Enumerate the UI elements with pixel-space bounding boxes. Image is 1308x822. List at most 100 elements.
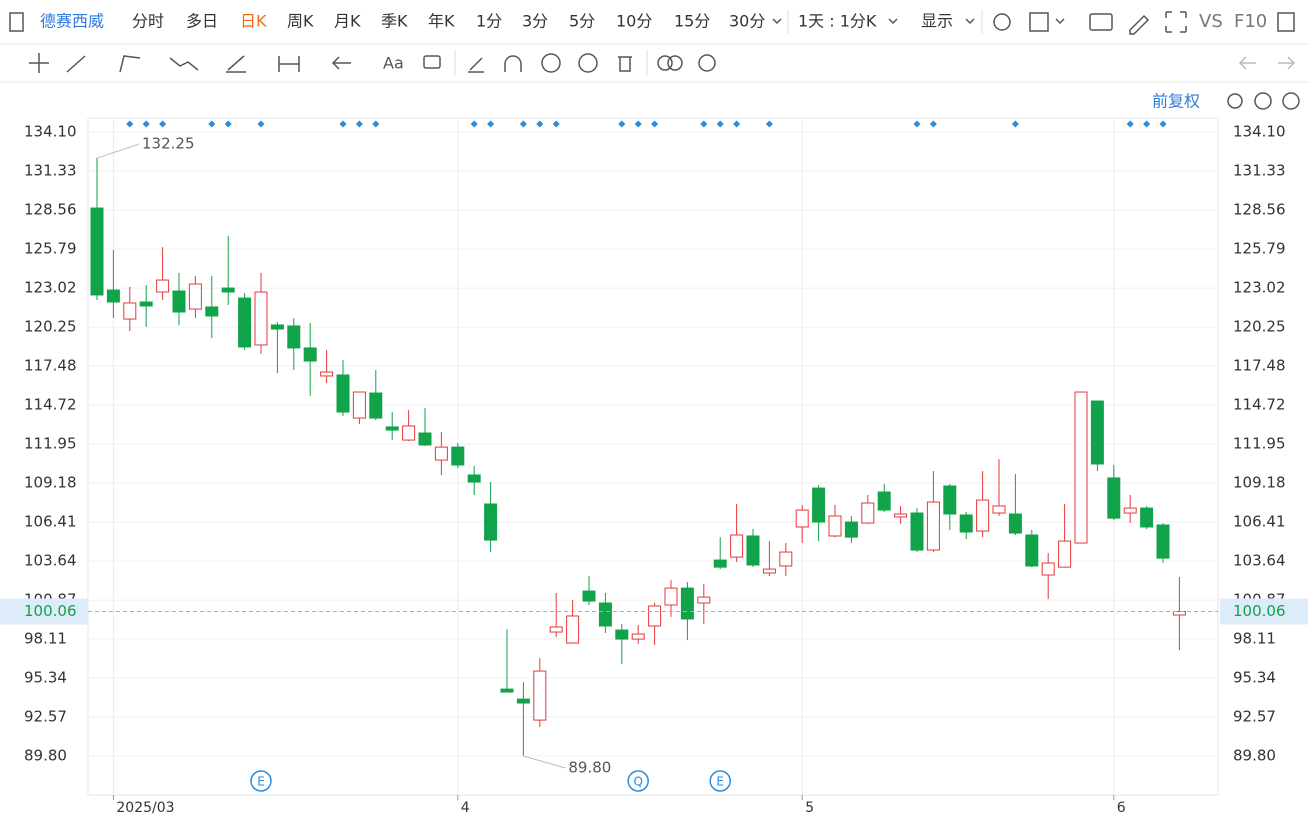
f10-button[interactable]: F10: [1234, 11, 1267, 32]
camera-icon[interactable]: [1089, 13, 1113, 31]
last-price-box: [1220, 598, 1308, 625]
candle-body: [467, 474, 481, 483]
event-marker: [1126, 120, 1134, 128]
candle-body: [418, 432, 432, 446]
fib-tool[interactable]: [226, 55, 246, 73]
magnet-tool[interactable]: [504, 55, 522, 72]
zoom-in[interactable]: [1282, 92, 1300, 110]
vs-button[interactable]: VS: [1199, 11, 1223, 32]
period-tab[interactable]: 季K: [381, 12, 408, 31]
period-tabs: 分时 多日 日K 周K 月K 季K 年K 1分 3分 5分 10分 15分 30分: [132, 12, 765, 31]
period-tab[interactable]: 30分: [729, 12, 765, 31]
draw-tool[interactable]: [468, 57, 484, 73]
period-tab[interactable]: 月K: [334, 12, 361, 31]
stock-name[interactable]: 德赛西威: [40, 12, 104, 31]
move-tool[interactable]: [29, 53, 49, 73]
event-marker: [733, 120, 741, 128]
event-marker: [372, 120, 380, 128]
event-icon[interactable]: [627, 770, 649, 792]
y-tick-label-right: 128.56: [1233, 201, 1286, 219]
lock-tool[interactable]: [541, 53, 561, 73]
y-tick-label: 117.48: [24, 357, 77, 375]
candle-body: [713, 559, 727, 568]
period-tab[interactable]: 3分: [522, 12, 548, 31]
y-tick-label: 125.79: [24, 240, 77, 258]
candle-body: [582, 590, 596, 602]
range-select[interactable]: 1天 : 1分K: [798, 12, 877, 31]
event-marker: [142, 120, 150, 128]
zoom-out[interactable]: [1254, 92, 1272, 110]
x-tick-label: 5: [805, 800, 814, 816]
y-tick-label-right: 98.11: [1233, 629, 1276, 647]
line-tool[interactable]: [66, 55, 86, 73]
candle-body: [188, 283, 202, 310]
candle-body: [336, 374, 350, 413]
delete-tool[interactable]: [618, 56, 632, 72]
candle-body: [1123, 507, 1137, 514]
hide-tool[interactable]: [578, 53, 598, 73]
settings-icon[interactable]: [993, 13, 1011, 31]
adjust-select[interactable]: 前复权: [1152, 92, 1200, 111]
fullscreen-icon[interactable]: [1165, 11, 1187, 33]
period-tab[interactable]: 分时: [132, 12, 164, 31]
event-marker: [126, 120, 134, 128]
candle-body: [779, 551, 793, 567]
arrow-tool[interactable]: [331, 56, 351, 70]
text-tool[interactable]: Aa: [383, 54, 404, 73]
event-icon[interactable]: [709, 770, 731, 792]
layout-icon[interactable]: [1029, 12, 1049, 32]
reset-icon[interactable]: [1227, 93, 1243, 109]
candle-body: [943, 485, 957, 515]
candle-body: [1107, 477, 1121, 519]
last-price-box: [0, 598, 88, 625]
panel-toggle[interactable]: [1277, 12, 1295, 32]
wave-tool[interactable]: [169, 57, 199, 71]
channel-tool[interactable]: [119, 55, 141, 73]
period-tab[interactable]: 10分: [616, 12, 652, 31]
period-tab[interactable]: 多日: [186, 12, 218, 31]
event-icon[interactable]: [250, 770, 272, 792]
undo[interactable]: [1238, 56, 1256, 70]
measure-tool[interactable]: [278, 56, 300, 72]
y-tick-label: 109.18: [24, 474, 77, 492]
event-marker: [618, 120, 626, 128]
pen-icon[interactable]: [1129, 14, 1150, 35]
event-marker: [536, 120, 544, 128]
compare-tool[interactable]: [657, 55, 673, 71]
candle-body: [1008, 513, 1022, 534]
y-tick-label-right: 109.18: [1233, 474, 1286, 492]
candle-body: [566, 615, 580, 644]
event-marker: [1011, 120, 1019, 128]
period-tab[interactable]: 年K: [428, 12, 455, 31]
period-tab[interactable]: 日K: [240, 12, 267, 31]
candle-body: [894, 513, 908, 518]
candle-body: [1041, 562, 1055, 576]
high-label: 132.25: [142, 135, 195, 153]
candle-body: [648, 605, 662, 627]
x-tick-label: 2025/03: [116, 800, 174, 816]
event-marker: [552, 120, 560, 128]
redo[interactable]: [1278, 56, 1296, 70]
y-tick-label: 92.57: [24, 707, 67, 725]
period-tab[interactable]: 周K: [287, 12, 314, 31]
candle-body: [303, 347, 317, 362]
candle-body: [106, 289, 120, 303]
candle-body: [287, 325, 301, 349]
period-tab[interactable]: 1分: [476, 12, 502, 31]
period-tab[interactable]: 15分: [674, 12, 710, 31]
settings-tool[interactable]: [698, 54, 716, 72]
plot-frame: [87, 117, 1219, 796]
last-price-label-right: 100.06: [1233, 602, 1286, 620]
candle-body: [976, 499, 990, 532]
period-tab[interactable]: 5分: [569, 12, 595, 31]
event-marker: [487, 120, 495, 128]
sidebar-toggle[interactable]: [9, 12, 24, 32]
note-tool[interactable]: [423, 55, 441, 69]
display-select[interactable]: 显示: [921, 12, 953, 31]
event-marker: [716, 120, 724, 128]
y-tick-label: 114.72: [24, 395, 77, 413]
compare-tool[interactable]: [667, 55, 683, 71]
y-tick-label-right: 131.33: [1233, 162, 1286, 180]
